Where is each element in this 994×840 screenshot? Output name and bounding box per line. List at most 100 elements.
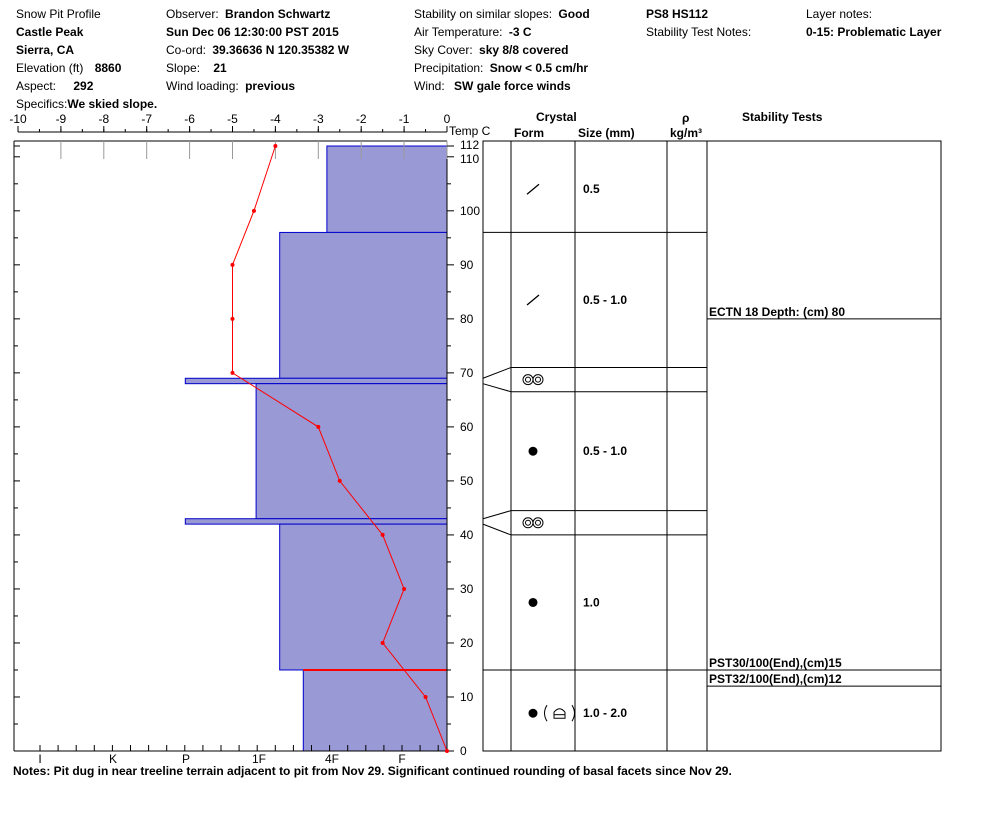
layer-connector: [482, 523, 512, 536]
height-tick-label: 90: [460, 258, 474, 272]
hardness-layer: [326, 145, 448, 233]
layer-connector: [482, 510, 512, 520]
crystal-size-label: 0.5 - 1.0: [583, 293, 627, 307]
coord-label: Co-ord:: [166, 43, 207, 57]
location: Castle Peak: [16, 25, 84, 39]
crystal-size-label: 0.5: [583, 182, 600, 196]
temperature-point: [230, 316, 235, 321]
crystal-form-icon: [525, 376, 531, 383]
temperature-point: [251, 208, 256, 213]
air-temperature: Air Temperature: -3 C: [414, 25, 532, 39]
coord-value: 39.36636 N 120.35382 W: [212, 43, 350, 57]
temp-tick-label: -5: [227, 112, 238, 126]
observer-label: Observer:: [166, 7, 219, 21]
temperature-point: [230, 370, 235, 375]
specifics-label: Specifics:: [16, 97, 68, 111]
crystal-form-icon: [528, 597, 538, 607]
hardness-layers: [184, 145, 448, 752]
sky-label: Sky Cover:: [414, 43, 473, 57]
temp-tick-label: -10: [9, 112, 27, 126]
sky-value: sky 8/8 covered: [479, 43, 569, 57]
height-tick-label: 100: [460, 204, 480, 218]
size-header: Size (mm): [578, 126, 635, 140]
density-unit-header: kg/m³: [670, 126, 702, 140]
precip-label: Precipitation:: [414, 61, 484, 75]
temp-tick-label: -2: [356, 112, 367, 126]
height-tick-label: 30: [460, 582, 474, 596]
height-tick-label: 112: [460, 138, 479, 152]
hardness-label: I: [38, 752, 41, 766]
height-tick-label: 80: [460, 312, 474, 326]
stability-label: Stability on similar slopes:: [414, 7, 553, 21]
temp-tick-label: -6: [184, 112, 195, 126]
observer: Observer: Brandon Schwartz: [166, 7, 330, 21]
slope: Slope: 21: [166, 61, 227, 75]
crystal-form-icon: [553, 708, 566, 719]
stability-test-label: PST30/100(End),(cm)15: [709, 656, 842, 670]
temp-tick-label: 0: [444, 112, 451, 126]
height-tick-label: 20: [460, 636, 474, 650]
aspect-value: 292: [73, 79, 94, 93]
wind-loading: Wind loading: previous: [166, 79, 295, 93]
form-header: Form: [514, 126, 544, 140]
crystal-form-icon: [525, 519, 531, 526]
observation-datetime: Sun Dec 06 12:30:00 PST 2015: [166, 25, 339, 39]
hardness-layer: [279, 231, 448, 379]
precipitation: Precipitation: Snow < 0.5 cm/hr: [414, 61, 588, 75]
sky-cover: Sky Cover: sky 8/8 covered: [414, 43, 568, 57]
wind-value: SW gale force winds: [454, 79, 571, 93]
temp-column-header: Temp C: [449, 124, 491, 138]
wind: Wind: SW gale force winds: [414, 79, 571, 93]
crystal-form-icon: [528, 446, 538, 456]
temperature-line: [232, 145, 448, 752]
hardness-layer: [255, 383, 448, 520]
crystal-form-icon: [522, 517, 534, 529]
temperature-point: [445, 749, 449, 753]
hardness-label: 4F: [325, 752, 339, 766]
hardness-label: K: [109, 752, 117, 766]
specifics-value: We skied slope.: [67, 97, 158, 111]
hardness-layer: [302, 669, 448, 752]
precip-value: Snow < 0.5 cm/hr: [489, 61, 589, 75]
temp-tick-label: -8: [98, 112, 109, 126]
temp-tick-label: -9: [56, 112, 67, 126]
wind-loading-value: previous: [245, 79, 296, 93]
coordinates: Co-ord: 39.36636 N 120.35382 W: [166, 43, 349, 57]
height-tick-label: 70: [460, 366, 474, 380]
elevation-label: Elevation (ft): [16, 61, 84, 75]
temperature-point: [380, 532, 385, 537]
crystal-size-label: 1.0: [583, 595, 600, 609]
slope-value: 21: [213, 61, 227, 75]
height-tick-label: 50: [460, 474, 474, 488]
region: Sierra, CA: [16, 43, 75, 57]
crystal-size-label: 1.0 - 2.0: [583, 706, 627, 720]
temperature-profile: [230, 144, 449, 753]
crystal-form-icon: [532, 374, 544, 386]
temperature-point: [273, 144, 278, 148]
hardness-label: 1F: [252, 752, 266, 766]
stability-tests-header: Stability Tests: [742, 110, 823, 124]
crystal-form-icon: [544, 704, 548, 722]
elevation: Elevation (ft) 8860: [16, 61, 121, 75]
crystal-form-icon: [532, 517, 544, 529]
temperature-point: [380, 640, 385, 645]
layer-notes-value: 0-15: Problematic Layer: [806, 25, 942, 39]
layer-connector: [482, 383, 512, 393]
hardness-layer: [279, 523, 448, 671]
crystal-form-icon: [535, 376, 541, 383]
stability-notes-label: Stability Test Notes:: [646, 25, 752, 39]
layer-connector: [482, 367, 512, 379]
crystal-size-label: 0.5 - 1.0: [583, 444, 627, 458]
height-tick-label: 0: [460, 744, 467, 758]
air-temp-label: Air Temperature:: [414, 25, 503, 39]
observer-value: Brandon Schwartz: [225, 7, 331, 21]
temperature-point: [230, 262, 235, 267]
stability-tests: ECTN 18 Depth: (cm) 80 PST30/100(End),(cm…: [707, 305, 941, 687]
crystal-form-icon: [526, 183, 540, 195]
aspect: Aspect: 292: [16, 79, 93, 93]
crystal-form-icon: [571, 704, 575, 722]
temperature-point: [316, 424, 321, 429]
height-tick-label: 40: [460, 528, 474, 542]
table-frame: [482, 140, 942, 752]
